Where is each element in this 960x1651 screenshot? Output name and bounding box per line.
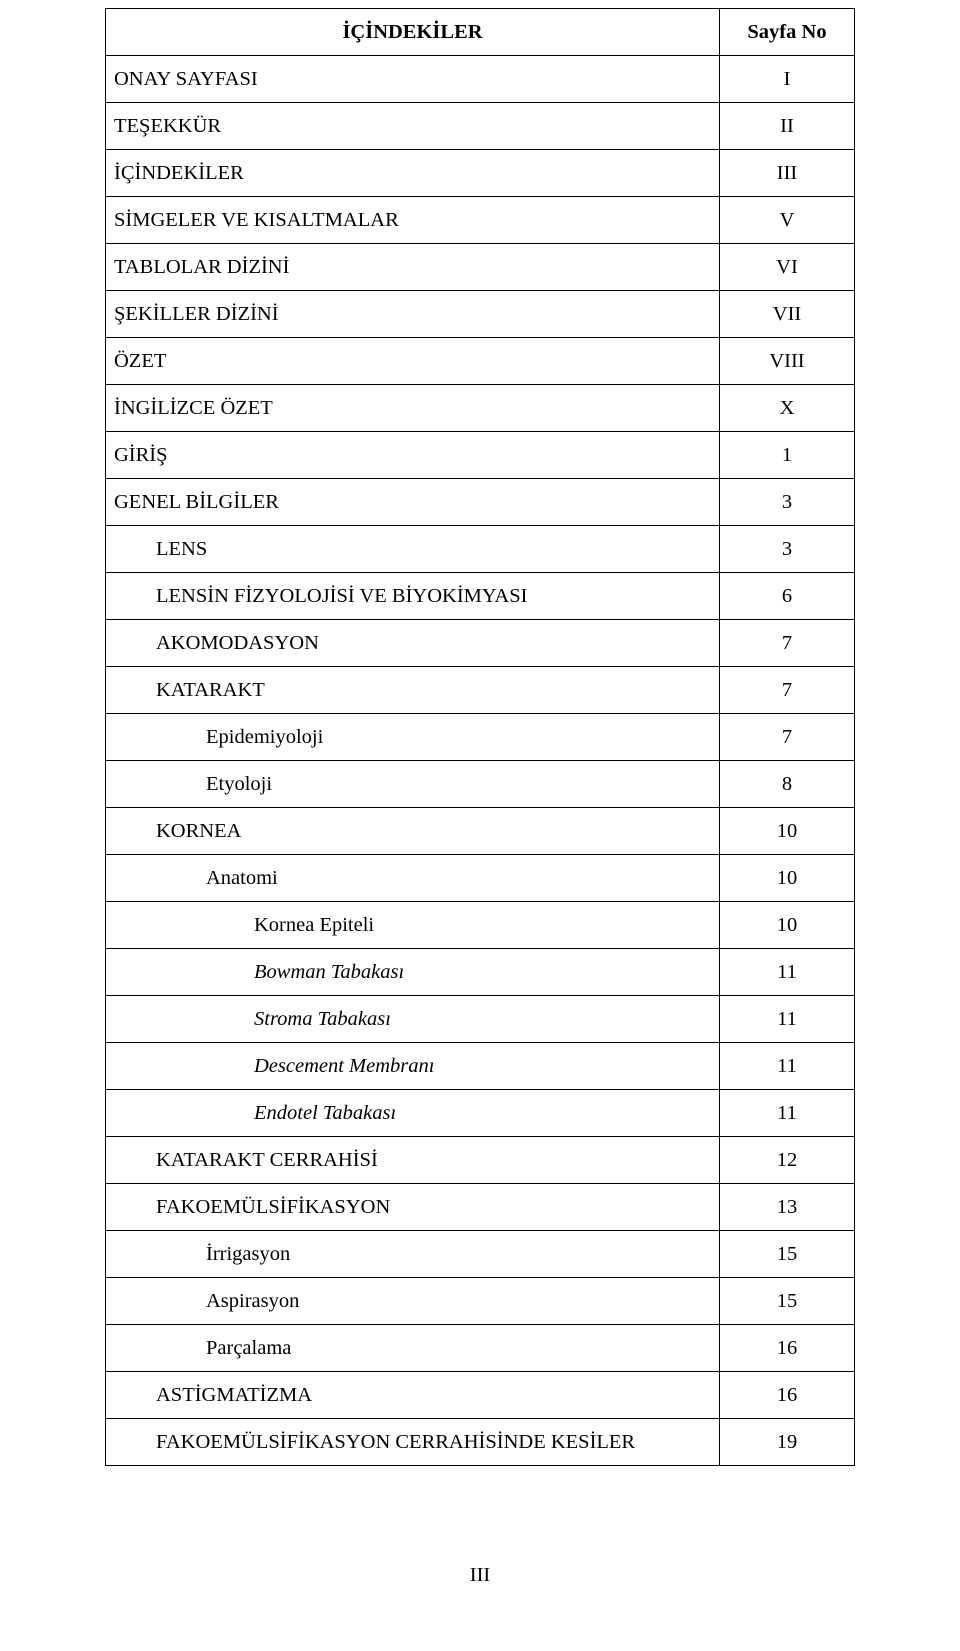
toc-row: LENS3 — [106, 526, 855, 573]
toc-row: LENSİN FİZYOLOJİSİ VE BİYOKİMYASI6 — [106, 573, 855, 620]
toc-row: KATARAKT CERRAHİSİ12 — [106, 1137, 855, 1184]
toc-label-cell: KATARAKT CERRAHİSİ — [106, 1137, 720, 1184]
toc-row: Parçalama16 — [106, 1325, 855, 1372]
toc-row: FAKOEMÜLSİFİKASYON13 — [106, 1184, 855, 1231]
toc-row: AKOMODASYON7 — [106, 620, 855, 667]
toc-label-cell: ŞEKİLLER DİZİNİ — [106, 291, 720, 338]
toc-page-cell: 11 — [720, 996, 855, 1043]
toc-label-cell: FAKOEMÜLSİFİKASYON — [106, 1184, 720, 1231]
toc-label-cell: Etyoloji — [106, 761, 720, 808]
toc-page-cell: X — [720, 385, 855, 432]
toc-row: İÇİNDEKİLERIII — [106, 150, 855, 197]
toc-row: Bowman Tabakası11 — [106, 949, 855, 996]
toc-label-cell: Bowman Tabakası — [106, 949, 720, 996]
toc-label-cell: Descement Membranı — [106, 1043, 720, 1090]
toc-label-cell: Parçalama — [106, 1325, 720, 1372]
page-number-footer: III — [0, 1564, 960, 1587]
toc-label-cell: AKOMODASYON — [106, 620, 720, 667]
toc-label-cell: LENSİN FİZYOLOJİSİ VE BİYOKİMYASI — [106, 573, 720, 620]
toc-page-cell: 7 — [720, 714, 855, 761]
toc-label-cell: Kornea Epiteli — [106, 902, 720, 949]
toc-page-cell: I — [720, 56, 855, 103]
toc-label-cell: Epidemiyoloji — [106, 714, 720, 761]
toc-page-cell: VIII — [720, 338, 855, 385]
toc-header-row: İÇİNDEKİLER Sayfa No — [106, 9, 855, 56]
toc-label-cell: İNGİLİZCE ÖZET — [106, 385, 720, 432]
toc-row: Etyoloji8 — [106, 761, 855, 808]
toc-label-cell: SİMGELER VE KISALTMALAR — [106, 197, 720, 244]
toc-page-cell: VII — [720, 291, 855, 338]
toc-page-cell: 11 — [720, 949, 855, 996]
toc-page-cell: 10 — [720, 808, 855, 855]
toc-row: SİMGELER VE KISALTMALARV — [106, 197, 855, 244]
toc-page-cell: 7 — [720, 667, 855, 714]
toc-page-cell: 15 — [720, 1231, 855, 1278]
toc-page-cell: 11 — [720, 1090, 855, 1137]
toc-row: Descement Membranı11 — [106, 1043, 855, 1090]
toc-page-cell: 16 — [720, 1325, 855, 1372]
toc-row: GENEL BİLGİLER3 — [106, 479, 855, 526]
toc-label-cell: LENS — [106, 526, 720, 573]
toc-row: Epidemiyoloji7 — [106, 714, 855, 761]
toc-label-cell: Stroma Tabakası — [106, 996, 720, 1043]
toc-row: ŞEKİLLER DİZİNİVII — [106, 291, 855, 338]
toc-page-cell: 12 — [720, 1137, 855, 1184]
toc-page-cell: 7 — [720, 620, 855, 667]
toc-row: ASTİGMATİZMA16 — [106, 1372, 855, 1419]
toc-label-cell: GENEL BİLGİLER — [106, 479, 720, 526]
toc-page-cell: 3 — [720, 479, 855, 526]
toc-row: Aspirasyon15 — [106, 1278, 855, 1325]
toc-page-cell: 16 — [720, 1372, 855, 1419]
toc-page-cell: 11 — [720, 1043, 855, 1090]
toc-label-cell: Anatomi — [106, 855, 720, 902]
toc-row: TABLOLAR DİZİNİVI — [106, 244, 855, 291]
toc-row: GİRİŞ1 — [106, 432, 855, 479]
toc-label-cell: ASTİGMATİZMA — [106, 1372, 720, 1419]
toc-label-cell: TABLOLAR DİZİNİ — [106, 244, 720, 291]
toc-label-cell: KATARAKT — [106, 667, 720, 714]
toc-label-cell: GİRİŞ — [106, 432, 720, 479]
toc-label-cell: İrrigasyon — [106, 1231, 720, 1278]
toc-page-cell: 10 — [720, 855, 855, 902]
toc-body: ONAY SAYFASIITEŞEKKÜRIIİÇİNDEKİLERIIISİM… — [106, 56, 855, 1466]
toc-row: Anatomi10 — [106, 855, 855, 902]
page: İÇİNDEKİLER Sayfa No ONAY SAYFASIITEŞEKK… — [0, 8, 960, 1651]
toc-page-cell: VI — [720, 244, 855, 291]
toc-row: İNGİLİZCE ÖZETX — [106, 385, 855, 432]
toc-label-cell: Endotel Tabakası — [106, 1090, 720, 1137]
toc-label-cell: ONAY SAYFASI — [106, 56, 720, 103]
toc-page-cell: 8 — [720, 761, 855, 808]
toc-row: FAKOEMÜLSİFİKASYON CERRAHİSİNDE KESİLER1… — [106, 1419, 855, 1466]
toc-page-cell: 10 — [720, 902, 855, 949]
toc-label-cell: KORNEA — [106, 808, 720, 855]
toc-page-cell: 3 — [720, 526, 855, 573]
toc-row: ONAY SAYFASII — [106, 56, 855, 103]
toc-row: Endotel Tabakası11 — [106, 1090, 855, 1137]
toc-row: İrrigasyon15 — [106, 1231, 855, 1278]
toc-row: KATARAKT7 — [106, 667, 855, 714]
toc-row: Stroma Tabakası11 — [106, 996, 855, 1043]
toc-label-cell: FAKOEMÜLSİFİKASYON CERRAHİSİNDE KESİLER — [106, 1419, 720, 1466]
toc-label-cell: İÇİNDEKİLER — [106, 150, 720, 197]
toc-page-cell: III — [720, 150, 855, 197]
toc-label-cell: Aspirasyon — [106, 1278, 720, 1325]
toc-row: KORNEA10 — [106, 808, 855, 855]
toc-page-cell: II — [720, 103, 855, 150]
toc-table: İÇİNDEKİLER Sayfa No ONAY SAYFASIITEŞEKK… — [105, 8, 855, 1466]
toc-page-cell: 19 — [720, 1419, 855, 1466]
toc-page-cell: V — [720, 197, 855, 244]
toc-row: Kornea Epiteli10 — [106, 902, 855, 949]
toc-row: TEŞEKKÜRII — [106, 103, 855, 150]
toc-page-cell: 15 — [720, 1278, 855, 1325]
toc-row: ÖZETVIII — [106, 338, 855, 385]
toc-pagecol-header-cell: Sayfa No — [720, 9, 855, 56]
toc-page-cell: 13 — [720, 1184, 855, 1231]
toc-page-cell: 1 — [720, 432, 855, 479]
toc-label-cell: ÖZET — [106, 338, 720, 385]
toc-page-cell: 6 — [720, 573, 855, 620]
toc-title-cell: İÇİNDEKİLER — [106, 9, 720, 56]
toc-label-cell: TEŞEKKÜR — [106, 103, 720, 150]
